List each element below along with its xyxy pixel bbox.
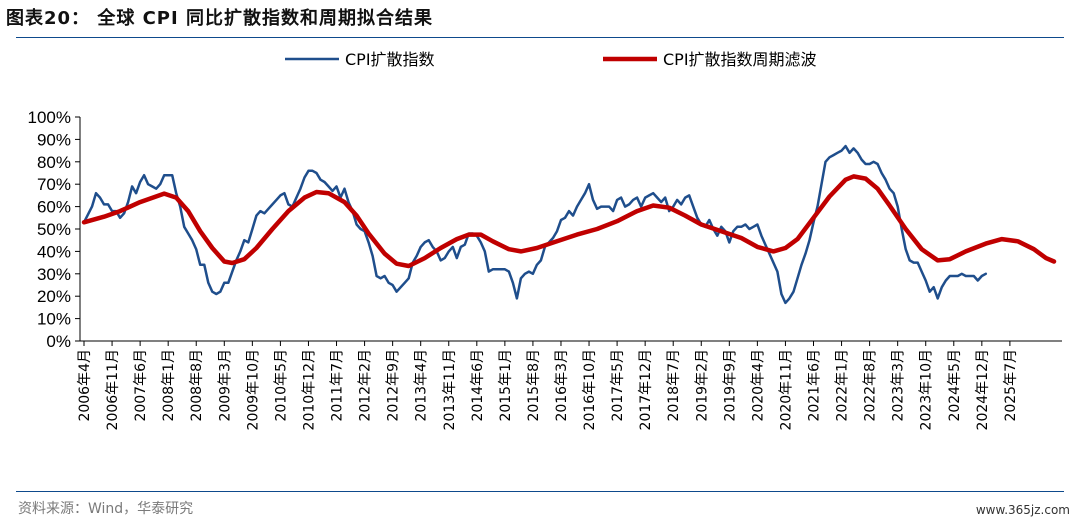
x-tick-label: 2019年2月 [694,349,710,422]
x-tick-label: 2016年10月 [582,349,598,430]
x-tick-label: 2020年4月 [750,349,766,422]
x-tick-label: 2023年3月 [891,349,907,422]
x-tick-label: 2009年3月 [217,349,233,422]
y-tick-label: 80% [37,153,71,172]
x-tick-label: 2022年8月 [863,349,879,422]
y-tick-label: 60% [37,198,71,217]
x-tick-label: 2016年3月 [554,349,570,422]
x-tick-label: 2020年11月 [778,349,794,430]
x-tick-label: 2017年12月 [638,349,654,430]
x-tick-label: 2012年9月 [386,349,402,422]
x-tick-label: 2006年11月 [105,349,121,430]
x-axis: 2006年4月 2006年11月 2007年6月 2008年1月 2008年8月 2009… [77,340,1062,430]
x-tick-label: 2006年4月 [77,349,93,422]
x-tick-label: 2015年1月 [498,349,514,422]
figure-title: 图表20： 全球 CPI 同比扩散指数和周期拟合结果 [6,8,433,29]
chart-legend: CPI扩散指数 CPI扩散指数周期滤波 [285,50,817,69]
series-layer [81,144,1057,305]
x-tick-label: 2013年11月 [442,349,458,430]
x-tick-label: 2024年12月 [975,349,991,430]
source-note: 资料来源：Wind，华泰研究 [18,501,194,517]
y-axis: 0% 10% 20% 30% 40% 50% 60% 70% 80% 90% 100% [28,108,81,351]
x-tick-label: 2008年8月 [189,349,205,422]
y-tick-label: 0% [46,332,71,351]
title-divider [16,37,1064,38]
legend-label: CPI扩散指数 [345,50,435,69]
x-tick-label: 2015年8月 [526,349,542,422]
x-tick-label: 2009年10月 [245,349,261,430]
x-tick-label: 2012年2月 [358,349,374,422]
y-tick-label: 90% [37,130,71,149]
x-tick-label: 2023年10月 [919,349,935,430]
y-tick-label: 40% [37,242,71,261]
x-tick-label: 2013年4月 [414,349,430,422]
x-tick-label: 2010年5月 [273,349,289,422]
x-tick-label: 2014年6月 [470,349,486,422]
x-tick-label: 2022年1月 [835,349,851,422]
legend-label: CPI扩散指数周期滤波 [663,50,817,69]
line-chart: CPI扩散指数 CPI扩散指数周期滤波 0% 10% 20% 30% 40% 50% 60% 7… [28,50,1062,430]
y-tick-label: 70% [37,175,71,194]
x-tick-label: 2007年6月 [133,349,149,422]
footer-divider [16,491,1064,492]
x-tick-label: 2010年12月 [301,349,317,430]
x-tick-label: 2024年5月 [947,349,963,422]
y-tick-label: 20% [37,287,71,306]
y-tick-label: 10% [37,310,71,329]
y-tick-label: 30% [37,265,71,284]
series-line-cycle-filter [81,174,1057,269]
x-tick-label: 2017年5月 [610,349,626,422]
series-line-diffusion-index [82,144,988,305]
y-tick-label: 100% [28,108,71,127]
watermark: www.365jz.com [975,503,1070,517]
y-tick-label: 50% [37,220,71,239]
x-tick-label: 2018年7月 [666,349,682,422]
x-tick-label: 2008年1月 [161,349,177,422]
x-tick-label: 2021年6月 [806,349,822,422]
x-tick-label: 2011年7月 [330,349,346,422]
x-tick-label: 2025年7月 [1003,349,1019,422]
x-tick-label: 2019年9月 [722,349,738,422]
